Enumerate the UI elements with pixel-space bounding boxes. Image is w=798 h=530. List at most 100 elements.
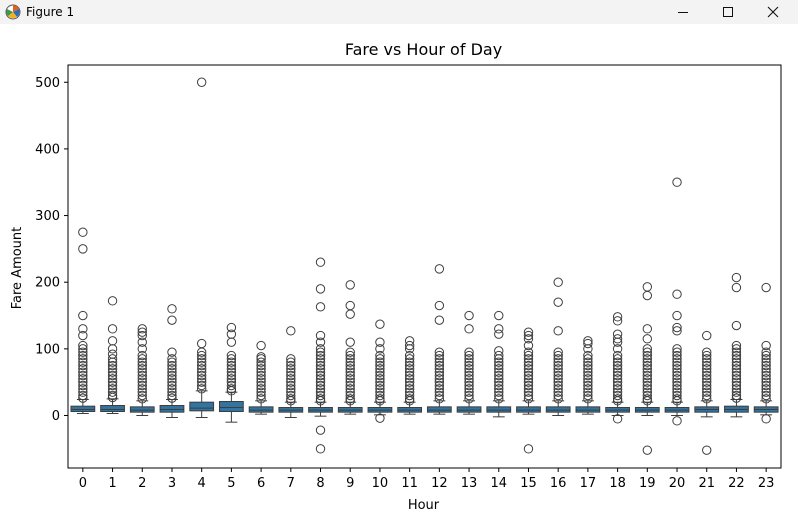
outlier-18-3 — [612, 334, 623, 344]
outlier-6-5 — [256, 364, 266, 374]
outlier-11-4 — [404, 354, 415, 364]
outlier-20-6 — [672, 347, 682, 357]
outlier-9-11 — [345, 370, 355, 381]
outlier-11-1 — [404, 340, 415, 351]
outlier-5-0 — [226, 322, 237, 333]
outlier-5-7 — [226, 364, 237, 374]
y-tick-label-200: 200 — [35, 276, 60, 291]
maximize-button[interactable] — [705, 0, 751, 24]
y-axis-label: Fare Amount — [10, 227, 25, 310]
outlier-19-10 — [642, 364, 653, 374]
outlier-20-14 — [672, 374, 682, 384]
outlier-20-0 — [672, 177, 682, 187]
outlier-18-13 — [612, 374, 623, 384]
outlier-2-10 — [137, 367, 147, 377]
x-tick-label-11: 11 — [401, 476, 418, 491]
outlier-12-15 — [434, 387, 445, 397]
outlier-8-9 — [315, 357, 326, 367]
window-title: Figure 1 — [26, 5, 75, 19]
close-button[interactable] — [750, 0, 796, 24]
outlier-9-15 — [345, 384, 355, 394]
x-tick-label-12: 12 — [431, 476, 448, 491]
outlier-1-6 — [107, 357, 118, 367]
outlier-12-6 — [434, 357, 445, 367]
x-tick-label-9: 9 — [346, 476, 354, 491]
outlier-23-3 — [761, 350, 771, 361]
box-0 — [70, 405, 96, 413]
outlier-1-9 — [107, 367, 118, 377]
outlier-9-0 — [345, 280, 355, 290]
outlier-0-6 — [78, 344, 88, 354]
outlier-23-1 — [761, 340, 771, 351]
figure-canvas: Fare vs Hour of Day Fare Amount Hour 0 10… — [0, 24, 798, 526]
outlier-16-14 — [553, 384, 563, 394]
outlier-17-6 — [583, 360, 593, 371]
outlier-8-14 — [315, 374, 326, 384]
outlier-20-1 — [672, 289, 682, 299]
outlier-23-9 — [761, 370, 771, 381]
outlier-0-3 — [78, 324, 88, 334]
outlier-12-2 — [434, 315, 445, 325]
outlier-19-6 — [642, 350, 653, 361]
minimize-button[interactable] — [660, 0, 706, 24]
outlier-21-11 — [702, 380, 712, 391]
outlier-19-4 — [642, 344, 653, 354]
outlier-17-7 — [583, 364, 593, 374]
box-16 — [545, 406, 571, 413]
outlier-17-2 — [583, 344, 593, 354]
outlier-14-8 — [494, 364, 504, 374]
outlier-18-8 — [612, 357, 623, 367]
x-tick-label-16: 16 — [550, 476, 567, 491]
outlier-14-2 — [494, 329, 504, 339]
x-tick-label-8: 8 — [316, 476, 324, 491]
outlier-17-1 — [583, 338, 593, 349]
outlier-22-4 — [731, 344, 742, 354]
outlier-11-2 — [404, 344, 415, 354]
outlier-10-9 — [375, 370, 385, 381]
outlier-21-16 — [702, 445, 712, 455]
outlier-8-10 — [315, 360, 326, 371]
outlier-16-7 — [553, 360, 563, 371]
outlier-7-8 — [286, 377, 296, 387]
x-tick-label-1: 1 — [108, 476, 116, 491]
outlier-8-12 — [315, 367, 326, 377]
outlier-4-9 — [196, 370, 207, 381]
outlier-21-2 — [702, 350, 712, 361]
outlier-15-7 — [523, 357, 534, 367]
outlier-12-0 — [434, 264, 445, 274]
outlier-9-4 — [345, 347, 355, 357]
outlier-19-18 — [642, 390, 653, 401]
outlier-17-10 — [583, 374, 593, 384]
outlier-6-4 — [256, 360, 266, 371]
outlier-4-1 — [196, 338, 207, 349]
outlier-8-17 — [315, 384, 326, 394]
x-tick-label-13: 13 — [461, 476, 478, 491]
x-tick-label-21: 21 — [698, 476, 715, 491]
outlier-11-6 — [404, 360, 415, 371]
outlier-8-6 — [315, 347, 326, 357]
outlier-19-15 — [642, 380, 653, 391]
box-1 — [100, 405, 125, 413]
outlier-12-16 — [434, 390, 445, 401]
box-4 — [189, 401, 215, 412]
outlier-18-7 — [612, 354, 623, 364]
outlier-7-0 — [286, 326, 296, 336]
y-tick-label-0: 0 — [52, 409, 60, 424]
y-tick-label-300: 300 — [35, 209, 60, 224]
outlier-6-2 — [256, 354, 266, 364]
outlier-14-5 — [494, 354, 504, 364]
outlier-16-4 — [553, 350, 563, 361]
outlier-14-6 — [494, 357, 504, 367]
outlier-3-5 — [167, 360, 177, 371]
outlier-12-14 — [434, 384, 445, 394]
outlier-9-7 — [345, 357, 355, 367]
outlier-23-8 — [761, 367, 771, 377]
outlier-19-8 — [642, 357, 653, 367]
outlier-9-8 — [345, 360, 355, 371]
outlier-12-12 — [434, 377, 445, 387]
outlier-20-12 — [672, 367, 682, 377]
outlier-16-11 — [553, 374, 563, 384]
outlier-10-6 — [375, 360, 385, 371]
outlier-14-16 — [494, 390, 504, 401]
outlier-3-12 — [167, 384, 177, 394]
